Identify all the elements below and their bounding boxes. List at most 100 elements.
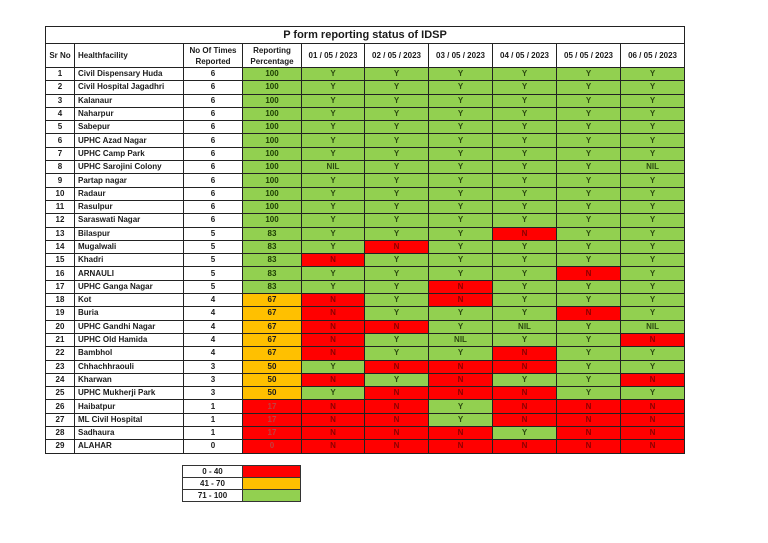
day-status-cell: N <box>492 399 557 414</box>
sr-no-cell: 28 <box>45 426 75 441</box>
legend-row: 71 - 100 <box>182 489 301 502</box>
table-row: 4 Naharpur 6 100 Y Y Y Y Y Y <box>45 106 686 122</box>
day-status-cell: N <box>556 426 621 441</box>
times-reported-cell: 6 <box>183 106 243 122</box>
facility-name-cell: Mugalwali <box>74 239 184 255</box>
times-reported-cell: 5 <box>183 253 243 268</box>
day-status-cell: Y <box>619 93 686 108</box>
day-status-cell: Y <box>492 186 557 201</box>
day-status-cell: N <box>364 399 429 414</box>
times-reported-cell: 6 <box>183 93 243 108</box>
day-status-cell: N <box>492 226 557 241</box>
header-date: 06 / 05 / 2023 <box>619 43 686 68</box>
day-status-cell: Y <box>364 332 429 348</box>
table-row: 29 ALAHAR 0 0 N N N N N N <box>45 439 686 454</box>
percentage-cell: 100 <box>242 66 302 82</box>
day-status-cell: N <box>492 386 557 401</box>
day-status-cell: Y <box>619 199 686 215</box>
table-body: 1 Civil Dispensary Huda 6 100 Y Y Y Y Y Y 2 Civil H… <box>45 66 686 454</box>
day-status-cell: Y <box>556 146 621 162</box>
percentage-cell: 100 <box>242 199 302 215</box>
table-row: 10 Radaur 6 100 Y Y Y Y Y Y <box>45 186 686 201</box>
day-status-cell: Y <box>492 80 557 95</box>
day-status-cell: Y <box>428 266 493 281</box>
times-reported-cell: 6 <box>183 186 243 201</box>
day-status-cell: N <box>619 426 686 441</box>
day-status-cell: Y <box>619 66 686 82</box>
header-healthfacility: Healthfacility <box>74 43 184 68</box>
day-status-cell: N <box>428 372 493 388</box>
legend-color-swatch <box>242 489 301 502</box>
day-status-cell: Y <box>556 386 621 401</box>
day-status-cell: N <box>619 399 686 414</box>
day-status-cell: N <box>492 359 557 374</box>
day-status-cell: Y <box>428 66 493 82</box>
day-status-cell: Y <box>364 146 429 162</box>
day-status-cell: Y <box>492 239 557 255</box>
table-row: 5 Sabepur 6 100 Y Y Y Y Y Y <box>45 120 686 135</box>
day-status-cell: Y <box>428 346 493 361</box>
legend-row: 41 - 70 <box>182 477 301 490</box>
day-status-cell: N <box>492 439 557 454</box>
facility-name-cell: Partap nagar <box>74 173 184 188</box>
header-date: 02 / 05 / 2023 <box>364 43 429 68</box>
table-row: 22 Bambhol 4 67 N Y Y N Y Y <box>45 346 686 361</box>
table-row: 27 ML Civil Hospital 1 17 N N Y N N N <box>45 412 686 428</box>
day-status-cell: Y <box>619 106 686 122</box>
day-status-cell: Y <box>556 93 621 108</box>
table-row: 16 ARNAULI 5 83 Y Y Y Y N Y <box>45 266 686 281</box>
day-status-cell: Y <box>428 160 493 175</box>
day-status-cell: Y <box>364 293 429 308</box>
day-status-cell: Y <box>428 399 493 414</box>
legend-color-swatch <box>242 465 301 478</box>
header-date: 05 / 05 / 2023 <box>556 43 621 68</box>
day-status-cell: Y <box>301 386 365 401</box>
facility-name-cell: UPHC Old Hamida <box>74 332 184 348</box>
header-date: 04 / 05 / 2023 <box>492 43 557 68</box>
day-status-cell: N <box>301 439 365 454</box>
day-status-cell: N <box>428 386 493 401</box>
day-status-cell: Y <box>364 306 429 321</box>
day-status-cell: Y <box>492 93 557 108</box>
day-status-cell: N <box>301 253 365 268</box>
day-status-cell: Y <box>619 279 686 295</box>
facility-name-cell: Kharwan <box>74 372 184 388</box>
facility-name-cell: Buria <box>74 306 184 321</box>
facility-name-cell: Khadri <box>74 253 184 268</box>
day-status-cell: Y <box>428 239 493 255</box>
day-status-cell: Y <box>301 279 365 295</box>
sr-no-cell: 26 <box>45 399 75 414</box>
day-status-cell: Y <box>556 80 621 95</box>
table-row: 17 UPHC Ganga Nagar 5 83 Y Y N Y Y Y <box>45 279 686 295</box>
day-status-cell: N <box>556 439 621 454</box>
day-status-cell: Y <box>428 253 493 268</box>
day-status-cell: N <box>301 372 365 388</box>
times-reported-cell: 6 <box>183 146 243 162</box>
percentage-cell: 100 <box>242 213 302 228</box>
sr-no-cell: 22 <box>45 346 75 361</box>
percentage-cell: 17 <box>242 426 302 441</box>
day-status-cell: Y <box>364 253 429 268</box>
day-status-cell: N <box>301 346 365 361</box>
sr-no-cell: 15 <box>45 253 75 268</box>
times-reported-cell: 6 <box>183 133 243 148</box>
day-status-cell: Y <box>492 213 557 228</box>
day-status-cell: Y <box>492 106 557 122</box>
day-status-cell: Y <box>428 186 493 201</box>
sr-no-cell: 2 <box>45 80 75 95</box>
sr-no-cell: 25 <box>45 386 75 401</box>
day-status-cell: N <box>619 332 686 348</box>
sr-no-cell: 9 <box>45 173 75 188</box>
sr-no-cell: 14 <box>45 239 75 255</box>
percentage-cell: 100 <box>242 160 302 175</box>
sr-no-cell: 19 <box>45 306 75 321</box>
day-status-cell: NIL <box>492 319 557 334</box>
facility-name-cell: ML Civil Hospital <box>74 412 184 428</box>
percentage-cell: 50 <box>242 372 302 388</box>
table-row: 14 Mugalwali 5 83 Y N Y Y Y Y <box>45 239 686 255</box>
facility-name-cell: Saraswati Nagar <box>74 213 184 228</box>
day-status-cell: Y <box>556 133 621 148</box>
times-reported-cell: 6 <box>183 160 243 175</box>
facility-name-cell: UPHC Ganga Nagar <box>74 279 184 295</box>
day-status-cell: N <box>364 239 429 255</box>
